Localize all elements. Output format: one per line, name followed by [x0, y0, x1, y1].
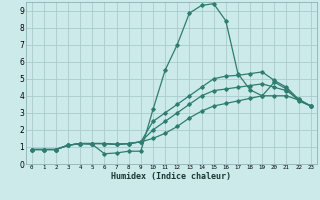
- X-axis label: Humidex (Indice chaleur): Humidex (Indice chaleur): [111, 172, 231, 181]
